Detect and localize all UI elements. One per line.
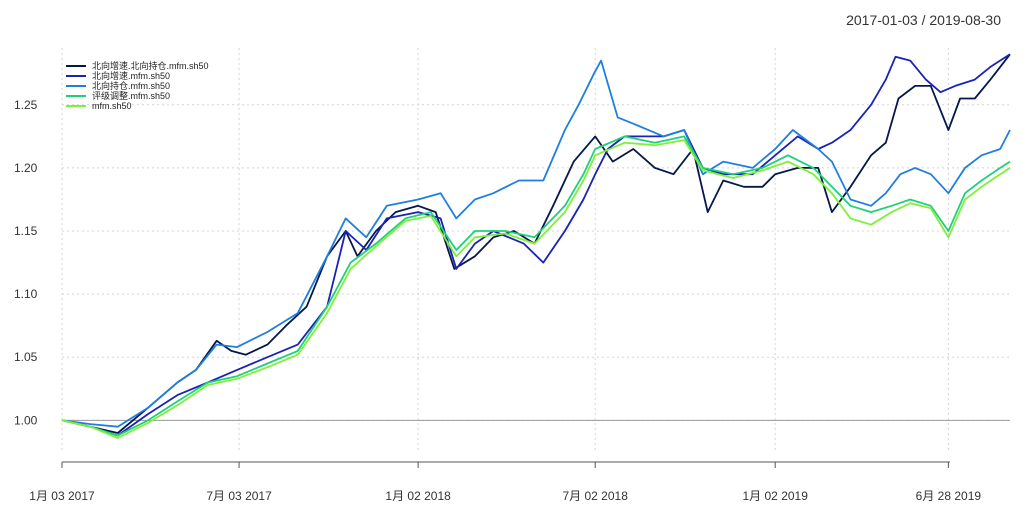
legend-swatch: [66, 65, 86, 67]
legend-item: 北向增速.北向持仓.mfm.sh50: [66, 61, 209, 71]
y-tick-label: 1.15: [14, 224, 38, 238]
y-tick-label: 1.05: [14, 350, 38, 364]
tick-labels: 1.00 1.05 1.10 1.15 1.20 1.25 1月 03 2017 7月 03 …: [14, 98, 981, 503]
series-line-4: [61, 135, 1011, 437]
x-tick-label: 1月 02 2018: [385, 489, 451, 503]
x-axis: [61, 461, 950, 468]
legend-item: mfm.sh50: [66, 101, 209, 111]
legend-item: 评级调整.mfm.sh50: [66, 91, 209, 101]
series-lines: [61, 53, 1011, 439]
legend-item: 北向增速.mfm.sh50: [66, 71, 209, 81]
legend: 北向增速.北向持仓.mfm.sh50 北向增速.mfm.sh50 北向持仓.mfm.…: [66, 61, 209, 111]
legend-swatch: [66, 85, 86, 87]
x-tick-label: 1月 03 2017: [29, 489, 95, 503]
series-line-5: [61, 139, 1011, 439]
y-tick-label: 1.00: [14, 413, 38, 427]
x-tick-label: 6月 28 2019: [916, 489, 982, 503]
date-range-label: 2017-01-03 / 2019-08-30: [846, 12, 1001, 28]
x-tick-label: 7月 03 2017: [206, 489, 272, 503]
legend-label: 北向增速.北向持仓.mfm.sh50: [92, 61, 209, 71]
x-tick-label: 1月 02 2019: [743, 489, 809, 503]
legend-swatch: [66, 105, 86, 107]
series-line-2: [61, 53, 1011, 437]
series-line-1: [61, 53, 1011, 434]
y-tick-label: 1.10: [14, 287, 38, 301]
legend-swatch: [66, 95, 86, 97]
x-tick-label: 7月 02 2018: [562, 489, 628, 503]
legend-label: 评级调整.mfm.sh50: [92, 91, 171, 101]
y-tick-label: 1.25: [14, 98, 38, 112]
legend-label: 北向增速.mfm.sh50: [92, 71, 171, 81]
series-line-3: [61, 59, 1011, 428]
legend-item: 北向持仓.mfm.sh50: [66, 81, 209, 91]
legend-label: 北向持仓.mfm.sh50: [92, 81, 171, 91]
legend-label: mfm.sh50: [92, 101, 132, 111]
y-tick-label: 1.20: [14, 161, 38, 175]
legend-swatch: [66, 75, 86, 77]
